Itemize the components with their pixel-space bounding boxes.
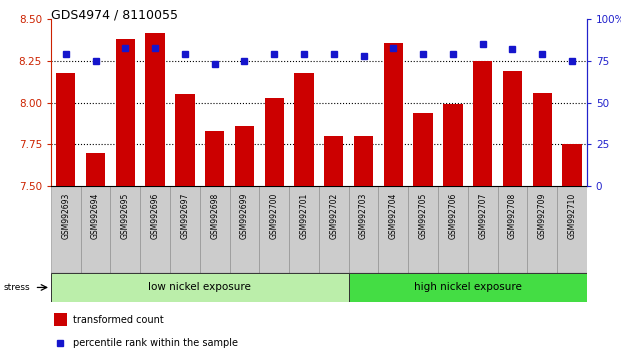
Bar xyxy=(51,186,81,273)
Bar xyxy=(319,186,348,273)
Bar xyxy=(265,98,284,186)
Bar xyxy=(230,186,260,273)
Bar xyxy=(235,126,254,186)
Text: GSM992700: GSM992700 xyxy=(270,193,279,239)
Text: percentile rank within the sample: percentile rank within the sample xyxy=(73,338,238,348)
Text: low nickel exposure: low nickel exposure xyxy=(148,282,252,292)
Text: transformed count: transformed count xyxy=(73,315,164,325)
Text: high nickel exposure: high nickel exposure xyxy=(414,282,522,292)
Bar xyxy=(170,186,200,273)
Bar xyxy=(468,186,497,273)
Bar xyxy=(116,39,135,186)
Text: GSM992698: GSM992698 xyxy=(210,193,219,239)
Bar xyxy=(348,273,587,302)
Text: GSM992708: GSM992708 xyxy=(508,193,517,239)
Text: GSM992705: GSM992705 xyxy=(419,193,428,239)
Text: GSM992703: GSM992703 xyxy=(359,193,368,239)
Text: GSM992699: GSM992699 xyxy=(240,193,249,239)
Bar xyxy=(289,186,319,273)
Bar xyxy=(557,186,587,273)
Bar xyxy=(414,113,433,186)
Bar xyxy=(503,71,522,186)
Bar xyxy=(145,33,165,186)
Bar xyxy=(324,136,343,186)
Text: GSM992695: GSM992695 xyxy=(121,193,130,239)
Text: GSM992704: GSM992704 xyxy=(389,193,398,239)
Bar xyxy=(111,186,140,273)
Text: GSM992710: GSM992710 xyxy=(568,193,576,239)
Bar xyxy=(438,186,468,273)
Text: GDS4974 / 8110055: GDS4974 / 8110055 xyxy=(51,9,178,22)
Text: GSM992707: GSM992707 xyxy=(478,193,487,239)
Text: GSM992693: GSM992693 xyxy=(61,193,70,239)
Bar xyxy=(140,186,170,273)
Bar xyxy=(443,104,463,186)
Text: GSM992696: GSM992696 xyxy=(151,193,160,239)
Bar xyxy=(348,186,378,273)
Bar xyxy=(86,153,105,186)
Bar xyxy=(53,313,67,326)
Text: GSM992706: GSM992706 xyxy=(448,193,457,239)
Bar xyxy=(533,93,552,186)
Text: GSM992701: GSM992701 xyxy=(299,193,309,239)
Bar xyxy=(205,131,224,186)
Text: GSM992702: GSM992702 xyxy=(329,193,338,239)
Text: GSM992697: GSM992697 xyxy=(181,193,189,239)
Bar xyxy=(378,186,408,273)
Bar xyxy=(354,136,373,186)
Bar xyxy=(260,186,289,273)
Bar xyxy=(527,186,557,273)
Text: GSM992709: GSM992709 xyxy=(538,193,546,239)
Text: GSM992694: GSM992694 xyxy=(91,193,100,239)
Bar xyxy=(384,43,403,186)
Text: stress: stress xyxy=(3,283,30,292)
Bar xyxy=(473,61,492,186)
Bar xyxy=(408,186,438,273)
Bar xyxy=(175,94,194,186)
Bar xyxy=(56,73,76,186)
Bar xyxy=(81,186,111,273)
Bar xyxy=(497,186,527,273)
Bar xyxy=(562,144,582,186)
Bar xyxy=(51,273,348,302)
Bar xyxy=(200,186,230,273)
Bar xyxy=(294,73,314,186)
